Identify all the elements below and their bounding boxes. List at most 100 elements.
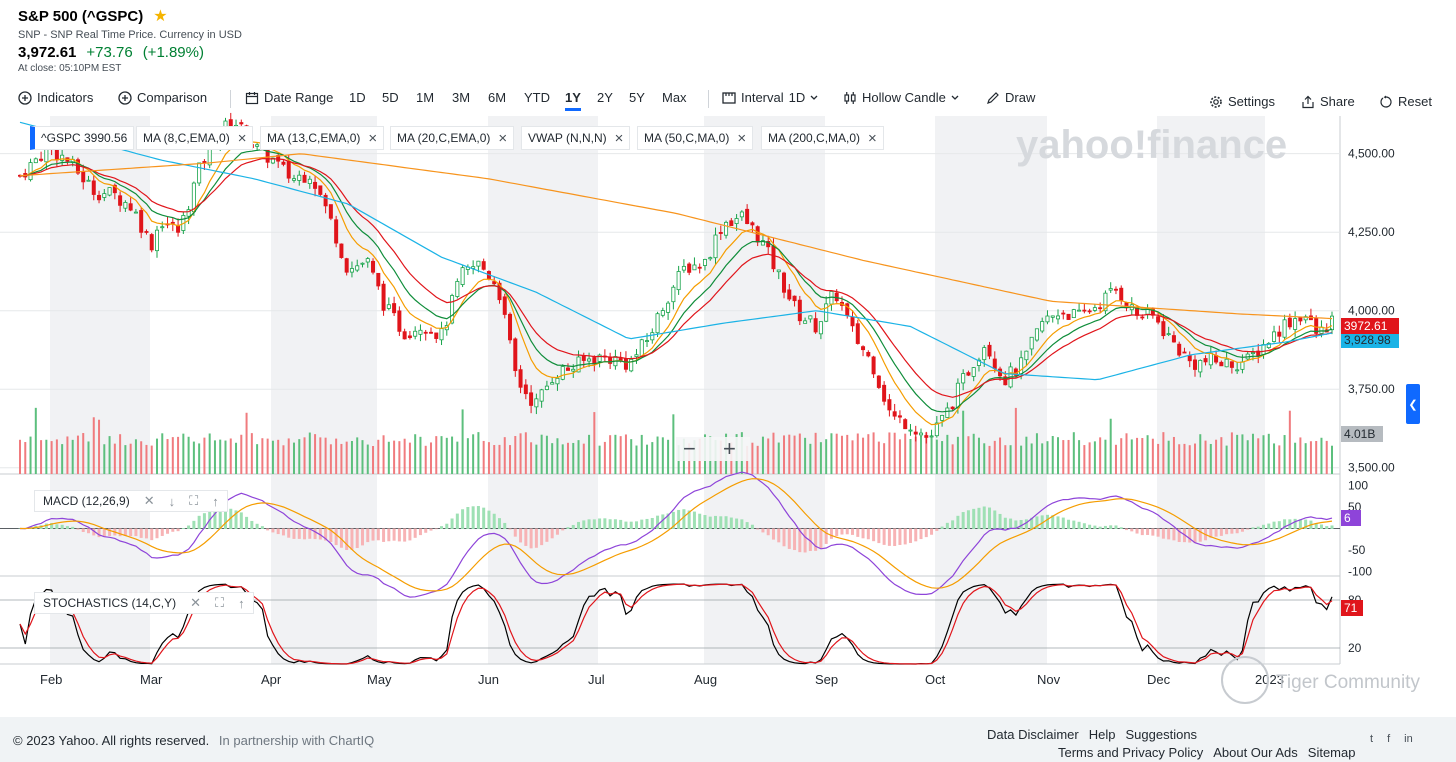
legend-ma20[interactable]: MA (20,C,EMA,0) × [390,126,515,150]
macd-histogram-bar [440,526,444,529]
legend-ma200[interactable]: MA (200,C,MA,0) × [761,126,884,150]
candle-body [697,266,702,269]
macd-histogram-bar [687,510,691,529]
month-band [50,116,150,664]
month-tick-label: Oct [925,672,946,687]
macd-histogram-bar [139,528,143,538]
legend-ma200-label: MA (200,C,MA,0) [768,131,861,145]
candle-body [861,346,866,351]
chevron-left-icon[interactable]: ❮ [1406,384,1420,424]
date-range-button[interactable]: Date Range [245,90,333,105]
candle-body [513,338,518,372]
volume-bar [1146,435,1149,474]
candle-body [992,358,997,369]
volume-bar [445,437,448,474]
reset-button[interactable]: Reset [1379,94,1432,109]
close-icon[interactable]: × [498,129,508,147]
tiger-community-watermark: Tiger Community [1276,672,1420,693]
macd-histogram-bar [223,506,227,529]
macd-histogram-bar [872,528,876,542]
close-icon[interactable]: × [868,129,877,147]
legend-ma8[interactable]: MA (8,C,EMA,0) × [136,126,254,150]
candle-body [623,358,628,370]
footer-link[interactable]: Terms and Privacy Policy [1058,745,1204,760]
draw-button[interactable]: Draw [986,90,1035,105]
settings-button[interactable]: Settings [1209,94,1275,109]
legend-ma13-label: MA (13,C,EMA,0) [267,131,361,145]
range-1y[interactable]: 1Y [565,90,581,111]
arrow-down-icon[interactable]: ↓ [168,493,176,509]
legend-gspc[interactable]: ^GSPC 3990.56 [30,126,135,150]
footer-link[interactable]: About Our Ads [1213,745,1298,760]
volume-bar [1325,440,1328,474]
footer-link[interactable]: Suggestions [1125,727,1198,742]
volume-bar [819,442,822,474]
volume-bar [914,436,917,474]
interval-dropdown[interactable]: Interval 1D [722,90,818,105]
macd-histogram-bar [624,521,628,529]
range-1m[interactable]: 1M [416,90,435,105]
volume-bar [835,433,838,474]
macd-histogram-bar [266,528,270,531]
range-6m[interactable]: 6M [488,90,507,105]
close-icon[interactable]: × [237,129,247,147]
legend-vwap[interactable]: VWAP (N,N,N) × [521,126,631,150]
range-1d[interactable]: 1D [349,90,366,105]
footer-link[interactable]: Help [1088,727,1116,742]
share-button[interactable]: Share [1301,94,1355,109]
macd-histogram-bar [461,509,465,529]
range-5d[interactable]: 5D [382,90,399,105]
macd-histogram-bar [571,524,575,529]
close-icon[interactable]: ✕ [143,493,155,508]
close-icon[interactable]: × [737,129,747,147]
candle-body [1066,313,1071,320]
macd-panel-chip[interactable]: MACD (12,26,9) ✕ ↓ ⛶ ↑ [34,490,228,512]
volume-bar [98,419,101,474]
arrow-up-icon[interactable]: ↑ [212,493,219,509]
close-icon[interactable]: × [614,129,624,147]
volume-bar [1125,433,1128,474]
star-icon[interactable]: ★ [153,8,168,25]
macd-histogram-bar [1256,526,1260,529]
volume-bar [1304,443,1307,474]
candle-body [1287,317,1292,328]
stoch-panel-chip[interactable]: STOCHASTICS (14,C,Y) ✕ ⛶ ↑ [34,592,254,614]
volume-bar [66,436,69,474]
chart-type-dropdown[interactable]: Hollow Candle [843,90,959,105]
volume-bar [1230,432,1233,474]
range-3m[interactable]: 3M [452,90,471,105]
volume-bar [177,436,180,474]
volume-bar [503,437,506,474]
arrow-up-icon[interactable]: ↑ [238,595,245,611]
footer-link[interactable]: Sitemap [1307,745,1356,760]
footer-link[interactable]: Data Disclaimer [987,727,1079,742]
volume-bar [87,441,90,474]
candle-body [1229,361,1234,368]
candle-body [1019,357,1024,375]
comparison-button[interactable]: Comparison [118,90,207,105]
candle-body [850,317,855,327]
legend-ma13[interactable]: MA (13,C,EMA,0) × [260,126,385,150]
range-max[interactable]: Max [662,90,687,105]
close-icon[interactable]: ✕ [190,595,202,610]
volume-bar [1067,439,1070,474]
volume-bar [1178,444,1181,474]
legend-ma50[interactable]: MA (50,C,MA,0) × [637,126,754,150]
linkedin-icon[interactable]: in [1404,733,1413,745]
expand-icon[interactable]: ⛶ [189,493,199,508]
volume-bar [593,412,596,474]
facebook-icon[interactable]: f [1387,733,1391,745]
candle-body [940,415,945,421]
twitter-icon[interactable]: t [1370,733,1374,745]
range-ytd[interactable]: YTD [524,90,550,105]
macd-histogram-bar [666,513,670,529]
indicators-button[interactable]: Indicators [18,90,93,105]
price-tick-label: 4,500.00 [1348,147,1395,161]
candle-body [718,232,723,234]
close-icon[interactable]: × [368,129,378,147]
range-5y[interactable]: 5Y [629,90,645,105]
range-2y[interactable]: 2Y [597,90,613,105]
candle-body [534,398,539,408]
chart-canvas[interactable]: yahoo!finance 4,500.00 4,250.00 4,000.00 3,… [0,0,1456,710]
expand-icon[interactable]: ⛶ [215,595,225,610]
